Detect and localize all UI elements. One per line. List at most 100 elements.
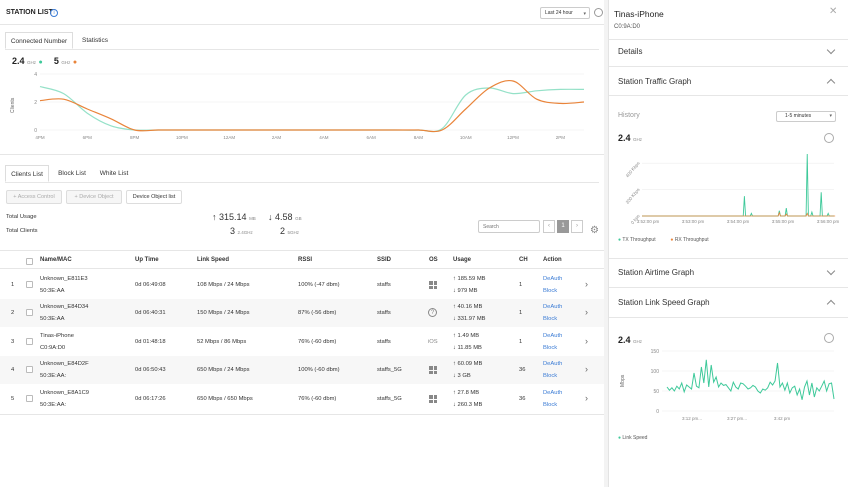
y-tick-label: 4 — [34, 72, 37, 78]
x-tick-label: 12AM — [223, 135, 235, 140]
link-dot: ● — [618, 435, 622, 441]
col-action[interactable]: Action — [543, 257, 562, 263]
deauth-link[interactable]: DeAuth — [543, 361, 563, 367]
deauth-link[interactable]: DeAuth — [543, 276, 563, 282]
deauth-link[interactable]: DeAuth — [543, 333, 563, 339]
section-traffic[interactable]: Station Traffic Graph — [618, 77, 848, 86]
pagination-current[interactable]: 1 — [557, 220, 569, 233]
col-link-speed[interactable]: Link Speed — [197, 257, 230, 263]
row-checkbox[interactable] — [26, 309, 33, 316]
download-unit: GB — [295, 216, 302, 221]
table-row[interactable]: 2 Unknown_E84D34 50:3E:AA 0d 06:40:31 15… — [0, 299, 604, 327]
tab-block-list[interactable]: Block List — [58, 170, 86, 177]
col-ssid[interactable]: SSID — [377, 257, 392, 263]
pagination-next-button[interactable]: › — [571, 220, 583, 233]
time-range-value: Last 24 hour — [545, 10, 573, 16]
x-tick-label: 6AM — [366, 135, 376, 140]
deauth-link[interactable]: DeAuth — [543, 390, 563, 396]
col-os[interactable]: OS — [429, 257, 438, 263]
clients-24: 3 2.4GHz — [230, 226, 253, 236]
pagination-prev-button[interactable]: ‹ — [543, 220, 555, 233]
select-all-checkbox[interactable] — [26, 258, 33, 265]
row-uptime: 0d 06:17:26 — [135, 396, 166, 402]
panel-divider-3 — [609, 95, 848, 96]
info-icon[interactable]: i — [50, 9, 58, 17]
block-link[interactable]: Block — [543, 345, 558, 351]
x-tick-label: 8AM — [414, 135, 424, 140]
row-link-speed: 650 Mbps / 650 Mbps — [197, 396, 253, 402]
close-icon[interactable]: ✕ — [829, 6, 838, 17]
connected-number-chart: Clients 4 2 0 4PM 6PM 8PM 10PM 12AM 2AM 4AM 6AM 8A… — [10, 72, 585, 140]
tab-white-list[interactable]: White List — [99, 170, 129, 177]
legend-band1-unit: GHz — [27, 60, 37, 65]
deauth-link[interactable]: DeAuth — [543, 304, 563, 310]
row-mac: C0:9A:D0 — [40, 345, 66, 351]
ios-icon: iOS — [428, 339, 438, 345]
x-tick-label: 3:54:00 pm — [727, 219, 750, 224]
block-link[interactable]: Block — [543, 373, 558, 379]
tabs-divider — [5, 49, 599, 50]
panel-divider-2 — [609, 66, 848, 67]
refresh-icon[interactable] — [824, 333, 834, 343]
row-usage-down: ↓ 979 MB — [453, 288, 478, 294]
tab-statistics[interactable]: Statistics — [81, 37, 108, 44]
row-ch: 1 — [519, 310, 523, 316]
refresh-icon[interactable] — [824, 133, 834, 143]
link-band-value: 2.4 — [618, 335, 631, 345]
traffic-chart: 400 Kbps 200 Kbps 0 bps 3:52:00 pm 3:53:00 … — [625, 153, 840, 225]
search-input[interactable] — [478, 220, 540, 233]
chevron-right-icon[interactable]: › — [585, 393, 588, 403]
col-uptime[interactable]: Up Time — [135, 257, 159, 263]
chevron-right-icon[interactable]: › — [585, 307, 588, 317]
block-link[interactable]: Block — [543, 316, 558, 322]
station-list-panel: STATION LIST i Last 24 hour ▾ Connected … — [0, 7, 604, 415]
tab-connected-number[interactable]: Connected Number — [5, 32, 73, 49]
row-ssid: staffs_5G — [377, 396, 402, 402]
total-download: ↓ 4.58 GB — [268, 212, 302, 222]
col-name-mac[interactable]: Name/MAC — [40, 257, 72, 263]
x-tick-label: 10PM — [176, 135, 188, 140]
chevron-right-icon[interactable]: › — [585, 336, 588, 346]
row-ssid: staffs — [377, 310, 391, 316]
table-row[interactable]: 4 Unknown_E84D2F 50:3E:AA: 0d 06:50:43 6… — [0, 356, 604, 384]
station-detail-panel — [608, 0, 848, 487]
device-object-button[interactable]: + Device Object — [66, 190, 122, 204]
chevron-right-icon[interactable]: › — [585, 279, 588, 289]
access-control-button[interactable]: + Access Control — [6, 190, 62, 204]
windows-icon — [429, 366, 437, 374]
time-range-select[interactable]: Last 24 hour ▾ — [540, 7, 590, 19]
col-usage[interactable]: Usage — [453, 257, 472, 263]
row-link-speed: 108 Mbps / 24 Mbps — [197, 282, 250, 288]
tab-clients-list[interactable]: Clients List — [5, 165, 49, 182]
section-details[interactable]: Details — [618, 47, 848, 56]
clients-24-unit: 2.4GHz — [237, 230, 253, 235]
row-mac: 50:3E:AA: — [40, 402, 67, 408]
col-ch[interactable]: CH — [519, 257, 528, 263]
history-select[interactable]: 1-5 minutes ▾ — [776, 111, 836, 122]
x-tick-label: 3:42 pm — [774, 416, 791, 421]
gear-icon[interactable]: ⚙ — [590, 225, 599, 236]
block-link[interactable]: Block — [543, 402, 558, 408]
clients-5-unit: 5GHz — [287, 230, 300, 235]
section-airtime[interactable]: Station Airtime Graph — [618, 268, 848, 277]
traffic-legend: ● TX Throughput ● RX Throughput — [618, 237, 709, 243]
row-checkbox[interactable] — [26, 281, 33, 288]
chevron-right-icon[interactable]: › — [585, 364, 588, 374]
row-checkbox[interactable] — [26, 338, 33, 345]
download-arrow-icon: ↓ — [268, 212, 273, 222]
table-row[interactable]: 5 Unknown_E8A1C9 50:3E:AA: 0d 06:17:26 6… — [0, 385, 604, 413]
table-row[interactable]: 1 Unknown_E811E3 50:3E:AA 0d 06:49:08 10… — [0, 271, 604, 299]
block-link[interactable]: Block — [543, 288, 558, 294]
section-linkspeed[interactable]: Station Link Speed Graph — [618, 298, 848, 307]
table-row[interactable]: 3 Tinas-iPhone C0:9A:D0 0d 01:48:18 52 M… — [0, 328, 604, 356]
list-tabs-divider — [5, 182, 599, 183]
col-rssi[interactable]: RSSI — [298, 257, 313, 263]
refresh-icon[interactable] — [594, 8, 603, 17]
y-tick-label: 0 — [34, 128, 37, 134]
row-checkbox[interactable] — [26, 395, 33, 402]
row-checkbox[interactable] — [26, 366, 33, 373]
device-object-list-button[interactable]: Device Object list — [126, 190, 182, 204]
table-top-line — [0, 250, 604, 251]
row-usage-down: ↓ 3 GB — [453, 373, 471, 379]
legend-orange-dot: ● — [72, 59, 78, 66]
